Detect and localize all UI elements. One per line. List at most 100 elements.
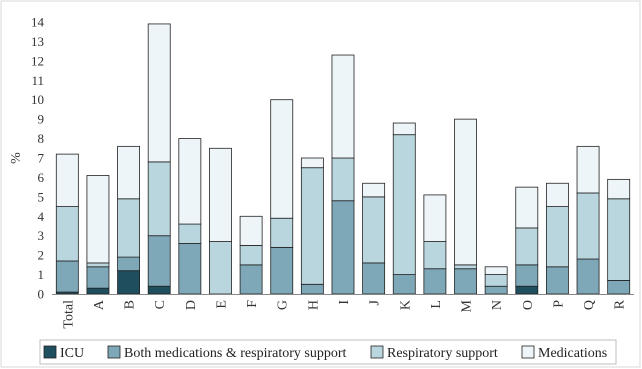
legend-swatch [107, 345, 121, 359]
legend-swatch [370, 345, 384, 359]
bar-segment-o-1 [515, 264, 539, 287]
x-tick-label: J [368, 299, 383, 305]
bar-segment-q-3 [576, 145, 600, 194]
bar-segment-f-3 [239, 215, 263, 246]
bar-stack-h [300, 157, 324, 295]
bar-stack-g [270, 99, 294, 295]
bar-segment-j-1 [362, 262, 386, 295]
y-tick-label: 13 [31, 34, 44, 49]
bar-segment-q-2 [576, 192, 600, 260]
bar-segment-a-2 [86, 262, 110, 268]
x-tick-label: Q [582, 300, 597, 310]
legend-box [39, 339, 617, 365]
bar-stack-d [178, 138, 202, 295]
x-tick-label: D [184, 300, 199, 310]
bar-segment-r-3 [607, 178, 631, 200]
y-tick-label: 7 [38, 151, 45, 166]
legend-label: ICU [60, 346, 84, 361]
x-axis-labels: Total A B C D E F G H I J K L M N O P Q R [61, 299, 627, 328]
bar-stack-q [576, 145, 600, 295]
bar-segment-total-3 [55, 153, 79, 207]
bar-segment-o-3 [515, 186, 539, 229]
bar-segment-c-1 [147, 235, 171, 287]
bar-segment-f-1 [239, 264, 263, 295]
x-tick-label: N [490, 300, 505, 310]
y-tick-label: 9 [38, 112, 45, 127]
bar-stack-f [239, 215, 263, 295]
x-tick-label: E [214, 300, 229, 309]
bar-segment-o-2 [515, 227, 539, 266]
bar-stack-b [117, 145, 141, 295]
legend-swatch [521, 345, 535, 359]
bar-segment-l-1 [423, 268, 447, 295]
bar-segment-k-2 [392, 134, 416, 275]
legend-label: Medications [538, 346, 607, 361]
bar-segment-a-1 [86, 266, 110, 289]
bar-segment-k-3 [392, 122, 416, 136]
x-tick-label: F [245, 300, 260, 308]
bar-stack-c [147, 23, 171, 295]
y-tick-label: 10 [31, 92, 44, 107]
bar-segment-h-2 [300, 167, 324, 285]
bar-segment-total-2 [55, 206, 79, 262]
legend-label: Both medications & respiratory support [124, 346, 347, 361]
bar-segment-b-1 [117, 256, 141, 272]
bar-segment-total-1 [55, 260, 79, 293]
bar-segment-l-3 [423, 194, 447, 242]
bar-segment-a-3 [86, 175, 110, 264]
bar-segment-p-2 [545, 206, 569, 268]
bar-segment-o-0 [515, 285, 539, 295]
bar-stack-l [423, 194, 447, 295]
bar-segment-n-3 [484, 266, 508, 275]
bar-segment-p-3 [545, 182, 569, 207]
bar-stack-r [607, 178, 631, 295]
y-tick-label: 11 [31, 73, 44, 88]
bar-segment-a-0 [86, 287, 110, 295]
bar-segment-g-1 [270, 246, 294, 295]
bar-stack-total [55, 153, 79, 295]
bar-segment-c-2 [147, 161, 171, 237]
x-tick-label: Total [61, 300, 76, 329]
y-tick-label: 3 [38, 228, 45, 243]
bar-segment-e-3 [209, 147, 232, 242]
bar-segment-d-2 [178, 223, 202, 244]
bar-segment-c-0 [147, 285, 171, 295]
legend: ICU Both medications & respiratory suppor… [39, 339, 617, 365]
x-tick-label: P [551, 300, 566, 308]
x-tick-label: R [613, 299, 628, 309]
x-tick-label: L [429, 300, 444, 309]
bar-segment-n-1 [484, 285, 508, 295]
bar-segment-r-2 [607, 198, 631, 281]
bar-segment-e-2 [209, 241, 232, 295]
y-tick-label: 8 [38, 131, 45, 146]
x-tick-label: H [306, 300, 321, 310]
bar-segment-q-1 [576, 258, 600, 295]
bar-segment-g-2 [270, 217, 294, 248]
bar-segment-p-1 [545, 266, 569, 295]
bar-segment-i-1 [331, 200, 355, 295]
bar-segment-f-2 [239, 245, 263, 266]
bar-segment-l-2 [423, 241, 447, 270]
bar-segment-d-1 [178, 243, 202, 295]
y-tick-label: 6 [38, 170, 45, 185]
y-tick-label: 1 [38, 267, 45, 282]
y-tick-label: 14 [31, 15, 45, 30]
bar-segment-h-1 [300, 283, 324, 295]
y-tick-label: 0 [38, 287, 45, 302]
x-tick-label: O [521, 300, 536, 310]
bar-segment-k-1 [392, 274, 416, 295]
bar-stack-o [515, 186, 539, 295]
legend-swatch [43, 345, 57, 359]
bar-segment-r-1 [607, 279, 631, 295]
y-axis-title: % [9, 152, 24, 164]
bar-segment-i-2 [331, 157, 355, 202]
bar-segment-c-3 [147, 23, 171, 163]
bar-stack-m [454, 118, 477, 295]
bar-segment-b-3 [117, 145, 141, 200]
x-tick-label: A [92, 299, 107, 310]
bar-segment-m-3 [454, 118, 477, 266]
bar-stack-a [86, 175, 110, 295]
y-tick-label: 5 [38, 189, 45, 204]
legend-label: Respiratory support [387, 346, 498, 361]
